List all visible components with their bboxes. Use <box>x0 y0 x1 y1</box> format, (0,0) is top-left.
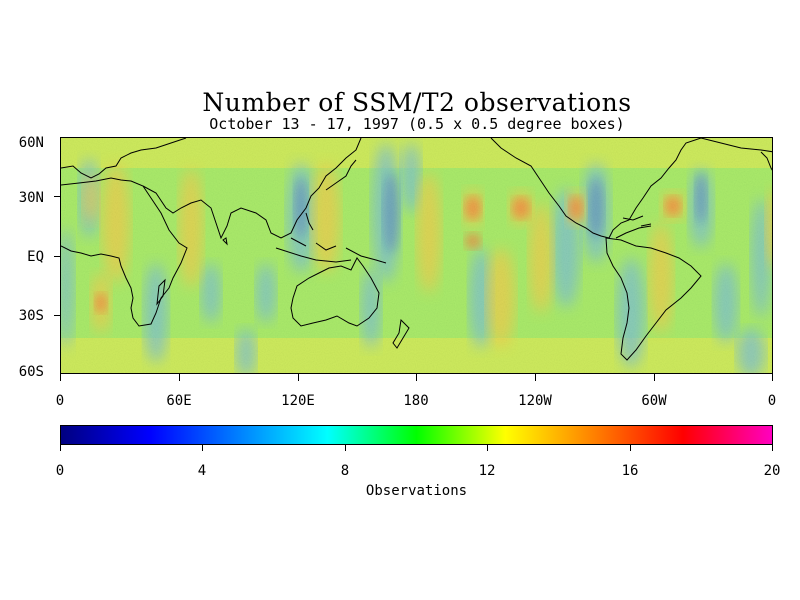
coast-australia <box>290 257 380 327</box>
coast-europe <box>61 138 187 179</box>
lat-label-eq: EQ <box>27 249 44 265</box>
colorbar-tick <box>772 445 773 451</box>
lon-label-180: 180 <box>403 393 429 409</box>
coast-new-zealand <box>392 318 410 349</box>
lat-label-30s: 30S <box>18 308 44 324</box>
lon-label-120w: 120W <box>518 393 552 409</box>
map-title: Number of SSM/T2 observations <box>202 88 632 117</box>
coast-uk <box>760 151 772 171</box>
coast-africa <box>61 177 188 327</box>
lon-tick <box>654 374 655 381</box>
coast-asia-south <box>142 138 362 240</box>
lon-label-60w: 60W <box>641 393 667 409</box>
colorbar-tick <box>487 445 488 451</box>
colorbar-label-0: 0 <box>55 463 65 479</box>
lat-tick <box>54 315 60 316</box>
colorbar-label-20: 20 <box>763 463 781 479</box>
lon-tick <box>179 374 180 381</box>
coast-greenland <box>700 138 772 153</box>
colorbar-tick <box>345 445 346 451</box>
coastlines <box>61 138 772 361</box>
colorbar-label-16: 16 <box>621 463 639 479</box>
lon-label-60e: 60E <box>166 393 192 409</box>
coast-indonesia <box>275 237 387 264</box>
observation-map <box>60 137 773 374</box>
colorbar-tick <box>630 445 631 451</box>
colorbar-tick <box>60 445 61 451</box>
lat-label-60s: 60S <box>18 364 44 380</box>
colorbar-title: Observations <box>365 483 468 499</box>
coast-sri-lanka <box>222 237 228 246</box>
lat-tick <box>54 256 60 257</box>
colorbar <box>60 425 773 445</box>
lat-label-60n: 60N <box>18 135 44 151</box>
coast-philippines <box>305 212 314 231</box>
coast-madagascar <box>156 278 166 306</box>
lon-tick <box>298 374 299 381</box>
lon-tick <box>535 374 536 381</box>
lon-tick <box>772 374 773 381</box>
lon-label-120e: 120E <box>281 393 315 409</box>
colorbar-label-8: 8 <box>340 463 350 479</box>
coast-caribbean <box>622 215 652 227</box>
colorbar-label-4: 4 <box>197 463 207 479</box>
coast-japan <box>325 159 357 191</box>
colorbar-tick <box>202 445 203 451</box>
speckle-overlay <box>61 138 772 373</box>
lon-label-0-end: 0 <box>767 393 777 409</box>
lon-tick <box>60 374 61 381</box>
colorbar-label-12: 12 <box>478 463 496 479</box>
coast-south-america <box>605 237 702 361</box>
lon-tick <box>416 374 417 381</box>
lon-label-0: 0 <box>55 393 65 409</box>
map-subtitle: October 13 - 17, 1997 (0.5 x 0.5 degree … <box>209 115 625 133</box>
lat-tick <box>54 196 60 197</box>
map-canvas <box>61 138 772 373</box>
lat-label-30n: 30N <box>18 190 44 206</box>
